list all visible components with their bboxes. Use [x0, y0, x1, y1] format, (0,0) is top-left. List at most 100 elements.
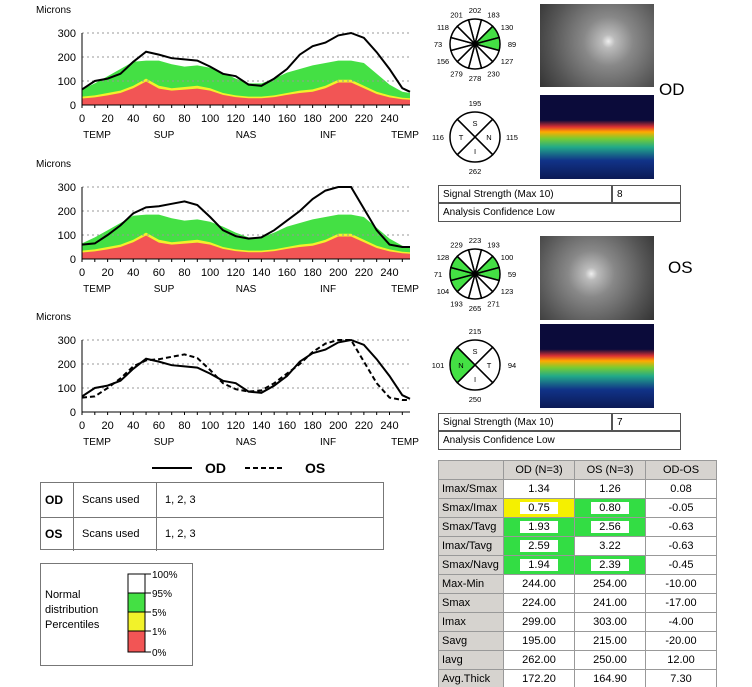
quadrant-I [456, 363, 494, 391]
cell-os: 2.56 [574, 517, 646, 537]
od-fundus-image [540, 4, 654, 87]
cell-diff: -20.00 [645, 631, 717, 651]
region-label: NAS [236, 130, 257, 141]
cell-value: Max-Min [442, 578, 485, 590]
os-quadrant-diagram: S 215 T 94 I 250 N 101 [432, 327, 516, 404]
x-tick-label: 200 [329, 267, 347, 279]
cell-value: 164.90 [593, 673, 627, 685]
table-row: Smax/Imax 0.75 0.80 -0.05 [438, 498, 717, 518]
series-line-os [81, 186, 410, 248]
os-confidence: Analysis Confidence Low [438, 431, 681, 450]
clock-value: 230 [487, 69, 500, 78]
y-axis-label: Microns [36, 159, 71, 170]
x-tick-label: 140 [252, 420, 270, 432]
y-tick-label: 300 [58, 335, 76, 347]
cell-label: Savg [438, 631, 504, 651]
scans-label: Scans used [74, 483, 157, 517]
cell-value: 250.00 [593, 654, 627, 666]
y-tick-label: 0 [70, 407, 76, 419]
header-cell [438, 460, 504, 480]
cell-diff: -0.05 [645, 498, 717, 518]
quadrant-letter: I [474, 375, 476, 384]
quadrant-letter: T [459, 133, 464, 142]
series-line-od [81, 31, 411, 93]
x-tick-label: 180 [303, 113, 321, 125]
y-tick-label: 200 [58, 206, 76, 218]
cell-diff: -17.00 [645, 593, 717, 613]
header-cell: OD-OS [645, 460, 717, 480]
cell-value: -4.00 [668, 616, 694, 628]
percentile-legend: Normal distribution Percentiles 100% 95%… [40, 563, 193, 666]
cell-value: 244.00 [522, 578, 556, 590]
x-tick-label: 0 [79, 420, 85, 432]
cell-value: 1.93 [520, 521, 558, 533]
scans-row-os: OS Scans used 1, 2, 3 [41, 517, 383, 551]
tick-label: 1% [152, 627, 167, 638]
x-tick-label: 160 [278, 267, 296, 279]
clock-value: 127 [501, 57, 514, 66]
cell-value: 0.80 [591, 502, 629, 514]
percentile-legend-title: Normal distribution Percentiles [45, 588, 99, 633]
clock-value: 193 [487, 241, 500, 250]
x-tick-label: 20 [102, 267, 114, 279]
clock-value: 156 [437, 57, 450, 66]
clock-value: 128 [437, 253, 450, 262]
region-label: TEMP [391, 130, 419, 141]
x-tick-label: 220 [355, 267, 373, 279]
cell-value: 254.00 [593, 578, 627, 590]
clock-sector [456, 248, 477, 277]
cell-os: 254.00 [574, 574, 646, 594]
cell-value: -17.00 [665, 597, 697, 609]
table-row: Smax/Navg 1.94 2.39 -0.45 [438, 555, 717, 575]
od-signal-label: Signal Strength (Max 10) [438, 185, 612, 203]
table-row: Savg 195.00 215.00 -20.00 [438, 631, 717, 651]
cell-od: 1.93 [503, 517, 575, 537]
clock-value: 229 [450, 241, 463, 250]
cell-value: 262.00 [522, 654, 556, 666]
clock-value: 271 [487, 299, 500, 308]
x-tick-label: 60 [153, 113, 165, 125]
os-eye-label: OS [668, 258, 693, 277]
y-tick-label: 200 [58, 52, 76, 64]
x-tick-label: 180 [303, 267, 321, 279]
quadrant-value: 116 [432, 133, 444, 142]
clock-value: 278 [469, 74, 482, 83]
x-tick-label: 80 [178, 113, 190, 125]
table-row: Imax/Smax 1.34 1.26 0.08 [438, 479, 717, 499]
table-row: Avg.Thick 172.20 164.90 7.30 [438, 669, 717, 687]
table-row: Smax/Tavg 1.93 2.56 -0.63 [438, 517, 717, 537]
clock-center [473, 272, 477, 276]
x-tick-label: 120 [227, 113, 245, 125]
chart-2: Microns 0 100 200 300 0 20 40 60 80 100 120 140 160 18… [36, 159, 419, 295]
x-tick-label: 240 [380, 420, 398, 432]
y-tick-label: 300 [58, 182, 76, 194]
clock-sector [456, 18, 477, 47]
cell-od: 1.94 [503, 555, 575, 575]
cell-diff: -0.63 [645, 517, 717, 537]
clock-value: 201 [450, 11, 463, 20]
cell-od: 172.20 [503, 669, 575, 687]
cell-os: 164.90 [574, 669, 646, 687]
od-eye-label: OD [659, 80, 685, 99]
cell-od: 299.00 [503, 612, 575, 632]
region-label: NAS [236, 284, 257, 295]
line-legend: OD OS [152, 460, 325, 476]
x-tick-label: 180 [303, 420, 321, 432]
quadrant-letter: T [487, 361, 492, 370]
cell-value: 241.00 [593, 597, 627, 609]
quadrant-letter: S [472, 347, 477, 356]
cell-od: 244.00 [503, 574, 575, 594]
x-tick-label: 20 [102, 113, 114, 125]
region-label: INF [320, 437, 336, 448]
y-axis-label: Microns [36, 5, 71, 16]
y-tick-label: 300 [58, 28, 76, 40]
cell-value: 0.75 [520, 502, 558, 514]
cell-value: -20.00 [665, 635, 697, 647]
cell-value: 7.30 [670, 673, 692, 685]
x-tick-label: 220 [355, 420, 373, 432]
legend-os: OS [305, 460, 325, 476]
scans-value: 1, 2, 3 [165, 528, 196, 540]
cell-value: Imax/Smax [442, 483, 498, 495]
